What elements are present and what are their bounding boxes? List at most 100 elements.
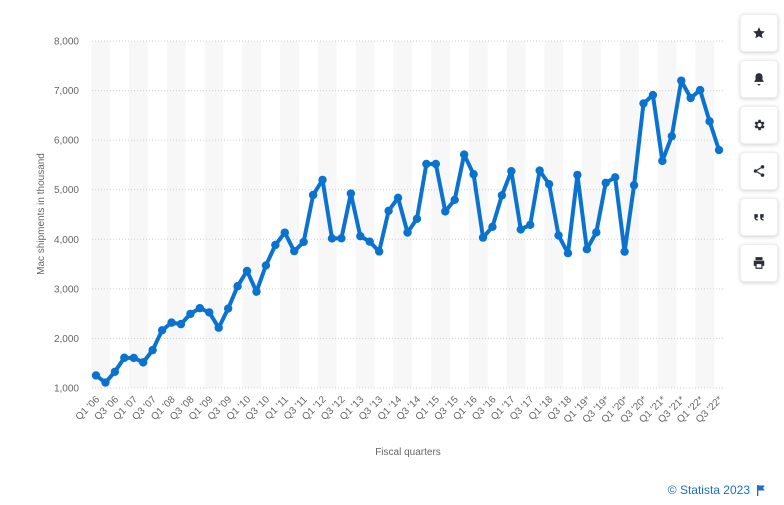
print-button[interactable] — [740, 244, 778, 282]
grid-band — [91, 41, 111, 388]
data-point[interactable] — [384, 206, 393, 216]
data-point[interactable] — [450, 195, 459, 205]
grid-band — [355, 41, 375, 388]
data-point[interactable] — [478, 233, 488, 242]
grid-band — [129, 41, 148, 388]
data-point[interactable] — [469, 170, 478, 179]
data-point[interactable] — [544, 179, 554, 189]
data-point[interactable] — [242, 266, 252, 276]
data-point[interactable] — [431, 159, 441, 169]
data-point[interactable] — [488, 222, 497, 231]
data-point[interactable] — [271, 240, 280, 250]
data-point[interactable] — [195, 303, 205, 313]
data-point[interactable] — [422, 159, 431, 169]
data-point[interactable] — [327, 234, 337, 243]
grid-band — [695, 41, 715, 388]
data-point[interactable] — [592, 228, 601, 237]
data-point[interactable] — [610, 173, 620, 182]
data-point[interactable] — [337, 234, 346, 243]
y-tick-label: 1,000 — [54, 384, 79, 395]
grid-band — [242, 41, 262, 388]
data-point[interactable] — [308, 190, 318, 200]
data-point[interactable] — [91, 371, 101, 380]
data-point[interactable] — [280, 228, 289, 237]
data-point[interactable] — [290, 246, 299, 256]
data-point[interactable] — [648, 90, 658, 100]
data-point[interactable] — [554, 231, 563, 240]
favorite-button[interactable] — [740, 14, 778, 52]
data-point[interactable] — [658, 156, 667, 166]
grid-band — [582, 41, 602, 388]
data-point[interactable] — [148, 345, 157, 355]
data-point[interactable] — [507, 166, 516, 176]
data-point[interactable] — [318, 175, 327, 185]
data-point[interactable] — [403, 228, 412, 237]
data-point[interactable] — [573, 170, 582, 180]
data-point[interactable] — [601, 178, 610, 188]
data-point[interactable] — [582, 245, 592, 254]
data-point[interactable] — [629, 181, 639, 190]
data-point[interactable] — [101, 378, 110, 387]
data-point[interactable] — [205, 308, 214, 317]
data-point[interactable] — [157, 326, 167, 335]
data-point[interactable] — [365, 237, 374, 246]
notification-button[interactable] — [740, 60, 778, 98]
data-point[interactable] — [176, 319, 186, 329]
flag-icon — [757, 484, 765, 496]
y-tick-label: 6,000 — [54, 136, 79, 147]
data-point[interactable] — [677, 76, 686, 85]
grid-band — [657, 41, 677, 388]
data-point[interactable] — [459, 150, 469, 159]
y-axis-ticks: 1,000 2,000 3,000 4,000 5,000 6,000 7,000 8,000 — [54, 37, 79, 395]
data-point[interactable] — [393, 193, 403, 202]
data-point[interactable] — [686, 93, 695, 103]
data-point[interactable] — [516, 225, 525, 234]
bell-icon — [754, 73, 764, 86]
data-point[interactable] — [120, 353, 129, 362]
data-point[interactable] — [639, 99, 648, 108]
data-point[interactable] — [138, 358, 148, 367]
data-point[interactable] — [110, 367, 120, 376]
y-tick-label: 5,000 — [54, 185, 79, 196]
settings-button[interactable] — [740, 106, 778, 144]
y-tick-label: 8,000 — [54, 37, 79, 48]
data-point[interactable] — [535, 166, 544, 175]
series-points — [91, 76, 724, 387]
data-point[interactable] — [299, 237, 308, 247]
share-button[interactable] — [740, 152, 778, 190]
data-point[interactable] — [261, 261, 271, 270]
data-point[interactable] — [186, 309, 195, 319]
y-tick-label: 7,000 — [54, 86, 79, 97]
data-point[interactable] — [167, 318, 176, 327]
quote-icon — [754, 214, 764, 221]
data-point[interactable] — [705, 117, 714, 126]
data-point[interactable] — [620, 247, 629, 256]
data-point[interactable] — [412, 214, 422, 224]
cite-button[interactable] — [740, 198, 778, 236]
print-icon — [753, 257, 765, 269]
data-point[interactable] — [223, 304, 233, 313]
data-point[interactable] — [563, 248, 573, 258]
y-tick-label: 4,000 — [54, 235, 79, 246]
x-axis-title: Fiscal quarters — [375, 447, 441, 458]
data-point[interactable] — [346, 189, 356, 198]
data-point[interactable] — [526, 220, 535, 230]
credit-text: © Statista 2023 — [667, 483, 750, 497]
y-axis-title: Mac shipments in thousand — [36, 153, 47, 275]
statista-credit[interactable]: © Statista 2023 — [668, 483, 766, 497]
data-point[interactable] — [497, 191, 507, 200]
data-point[interactable] — [441, 207, 450, 216]
data-point[interactable] — [667, 131, 677, 141]
grid-band — [204, 41, 224, 388]
data-point[interactable] — [214, 323, 223, 332]
data-point[interactable] — [714, 145, 724, 155]
grid-band — [280, 41, 299, 388]
data-point[interactable] — [695, 85, 705, 95]
data-point[interactable] — [252, 287, 261, 296]
data-point[interactable] — [233, 282, 242, 291]
data-point[interactable] — [356, 231, 365, 241]
data-point[interactable] — [129, 353, 138, 363]
data-point[interactable] — [374, 247, 384, 256]
